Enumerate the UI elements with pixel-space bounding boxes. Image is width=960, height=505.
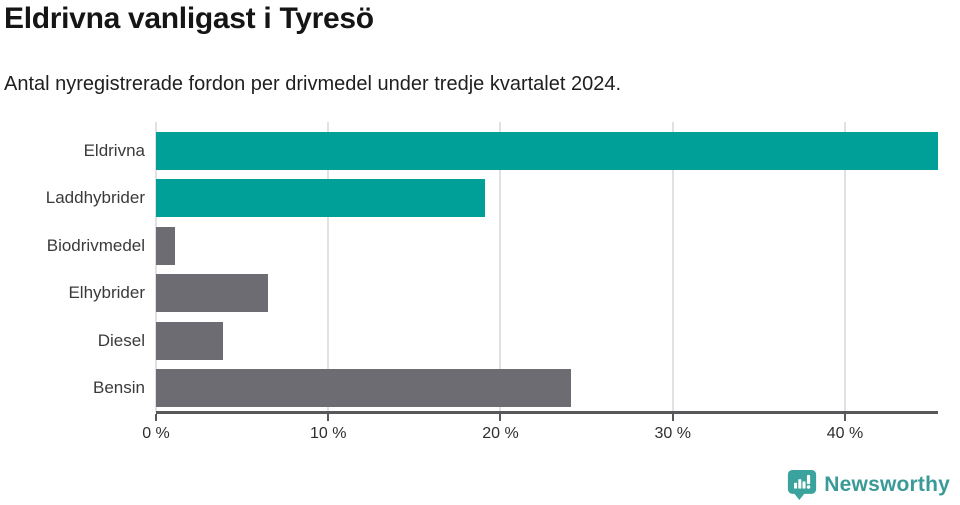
category-label: Biodrivmedel bbox=[46, 235, 145, 255]
x-axis-line bbox=[156, 411, 938, 414]
bar-eldrivna bbox=[156, 131, 938, 170]
bar-chart-plot-area: Eldrivna Laddhybrider Biodrivmedel Elhybrid… bbox=[46, 122, 938, 412]
bar-laddhybrider bbox=[156, 179, 485, 218]
x-axis-tick-label: 40 % bbox=[826, 425, 864, 442]
x-axis-tick-label: 10 % bbox=[310, 425, 347, 442]
category-label: Diesel bbox=[97, 330, 145, 350]
page-title: Eldrivna vanligast i Tyresö bbox=[4, 2, 374, 35]
brand-name: Newsworthy bbox=[824, 473, 950, 496]
x-axis-tick bbox=[671, 414, 674, 421]
x-axis-tick-label: 30 % bbox=[654, 425, 691, 442]
x-axis-tick bbox=[155, 414, 157, 421]
bar-biodrivmedel bbox=[156, 226, 175, 265]
gridline bbox=[671, 122, 674, 412]
bar-elhybrider bbox=[156, 274, 268, 313]
x-axis-tick bbox=[327, 414, 330, 421]
category-label: Elhybrider bbox=[68, 283, 145, 303]
gridline bbox=[499, 122, 502, 412]
newsworthy-chart-bubble-icon bbox=[788, 470, 817, 500]
x-axis-tick-label: 0 % bbox=[142, 425, 170, 442]
category-label: Bensin bbox=[93, 378, 145, 398]
chart-subtitle: Antal nyregistrerade fordon per drivmede… bbox=[4, 73, 622, 95]
gridline bbox=[155, 122, 157, 412]
category-label: Laddhybrider bbox=[45, 188, 145, 208]
x-axis-tick bbox=[843, 414, 846, 421]
x-axis-tick bbox=[499, 414, 502, 421]
gridline bbox=[327, 122, 330, 412]
brand-footer: Newsworthy bbox=[787, 469, 950, 501]
gridline bbox=[843, 122, 846, 412]
category-label: Eldrivna bbox=[83, 140, 145, 160]
bar-diesel bbox=[156, 321, 224, 360]
bar-bensin bbox=[156, 369, 572, 408]
x-axis-tick-label: 20 % bbox=[482, 425, 519, 442]
